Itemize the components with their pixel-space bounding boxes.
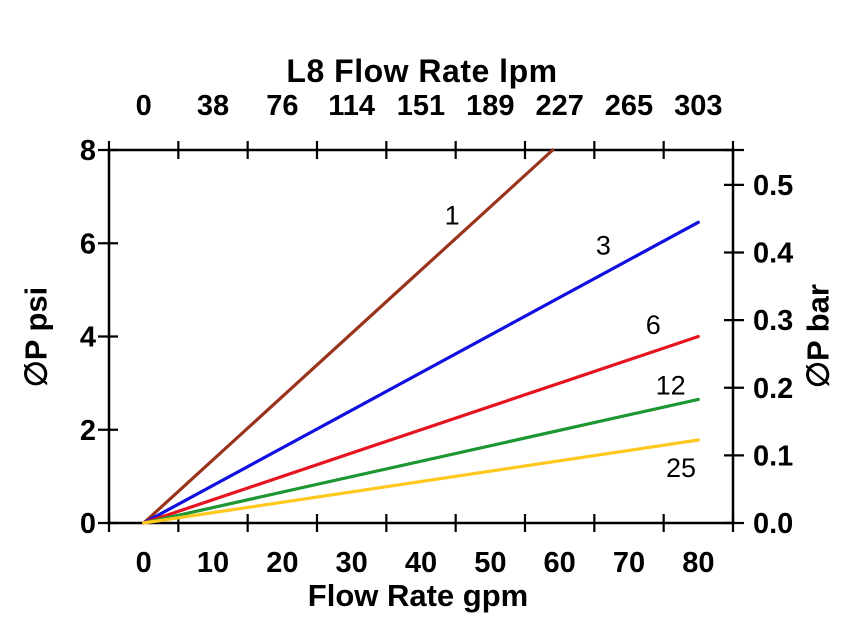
top-axis-tick-label: 0: [136, 90, 152, 122]
bottom-axis-tick-label: 20: [266, 547, 298, 579]
bottom-axis-tick-label: 40: [405, 547, 437, 579]
right-axis-tick-label: 0.5: [753, 170, 793, 202]
series-line-3: [142, 220, 700, 525]
top-axis-tick-label: 38: [197, 90, 229, 122]
bottom-axis-tick-label: 70: [613, 547, 645, 579]
right-axis-tick-label: 0.1: [753, 440, 793, 472]
bottom-axis-tick-label: 50: [474, 547, 506, 579]
series-label-1: 1: [445, 200, 460, 230]
right-axis-tick-label: 0.4: [753, 238, 793, 270]
top-axis-tick-label: 265: [605, 90, 653, 122]
right-axis-tick-label: 0.0: [753, 508, 793, 540]
top-axis-tick-label: 303: [674, 90, 722, 122]
series-label-6: 6: [646, 310, 661, 340]
left-axis-title: ∅P psi: [18, 286, 54, 388]
plot-box: [107, 148, 735, 525]
series-label-12: 12: [656, 370, 686, 400]
bottom-axis-title: Flow Rate gpm: [307, 578, 529, 613]
left-axis-tick-label: 2: [80, 415, 96, 447]
series-label-25: 25: [666, 453, 696, 483]
top-axis-tick-label: 151: [397, 90, 445, 122]
bottom-axis-tick-label: 80: [682, 547, 714, 579]
series-label-3: 3: [596, 231, 611, 261]
bottom-axis-tick-label: 10: [197, 547, 229, 579]
top-axis-tick-label: 76: [266, 90, 298, 122]
left-axis-tick-label: 4: [80, 322, 96, 354]
bottom-axis-tick-label: 60: [544, 547, 576, 579]
left-axis-tick-label: 0: [80, 508, 96, 540]
right-axis-tick-label: 0.3: [753, 305, 793, 337]
top-axis-tick-label: 227: [535, 90, 583, 122]
right-axis-title: ∅P bar: [800, 284, 836, 388]
series-line-12: [142, 397, 700, 525]
series-line-6: [142, 334, 700, 525]
top-axis-tick-label: 189: [466, 90, 514, 122]
top-axis-tick-label: 114: [328, 90, 375, 122]
right-axis-tick-label: 0.2: [753, 373, 793, 405]
left-axis-tick-label: 8: [80, 135, 96, 167]
left-axis-tick-label: 6: [80, 228, 96, 260]
series-line-25: [142, 438, 700, 525]
chart-title-top-axis-label: L8 Flow Rate lpm: [286, 53, 558, 89]
bottom-axis-tick-label: 0: [136, 547, 152, 579]
series-line-1: [142, 148, 555, 525]
bottom-axis-tick-label: 30: [336, 547, 368, 579]
